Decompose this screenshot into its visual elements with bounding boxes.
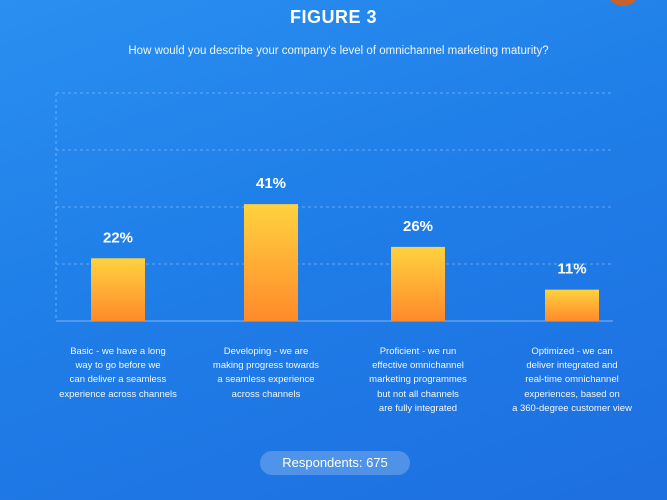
decorative-corner-circle <box>606 0 640 6</box>
bar-3 <box>545 289 599 321</box>
value-label-1: 41% <box>256 175 286 192</box>
category-label-3: Optimized - we can deliver integrated an… <box>512 346 632 414</box>
category-label-1: Developing - we are making progress towa… <box>212 346 320 400</box>
figure-title: FIGURE 3 <box>289 7 377 27</box>
bars <box>91 204 599 321</box>
bar-1 <box>244 204 298 321</box>
grid-lines <box>55 92 613 322</box>
value-label-0: 22% <box>103 229 133 246</box>
value-labels: 22% 41% 26% 11% <box>103 175 587 278</box>
bar-chart: 22% 41% 26% 11% <box>55 92 613 322</box>
category-label-0: Basic - we have a long way to go before … <box>59 346 177 400</box>
chart-question: How would you describe your company's le… <box>128 45 549 57</box>
bar-2 <box>391 246 445 321</box>
category-label-2: Proficient - we run effective omnichanne… <box>369 346 467 414</box>
respondents-badge: Respondents: 675 <box>260 451 410 475</box>
value-label-2: 26% <box>403 218 433 235</box>
value-label-3: 11% <box>557 261 586 278</box>
bar-0 <box>91 258 145 321</box>
